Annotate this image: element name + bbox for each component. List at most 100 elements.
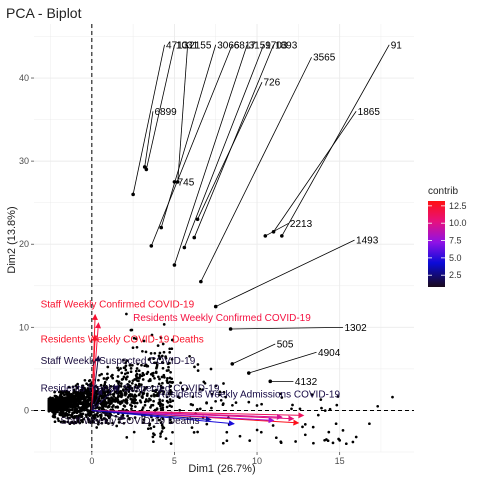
observation-point (83, 389, 87, 393)
observation-point (144, 350, 148, 354)
observation-point (81, 384, 85, 388)
observation-point (280, 396, 284, 399)
label-leader-line (177, 44, 189, 182)
observation-point (294, 440, 297, 443)
observation-point (122, 399, 125, 402)
observation-point (162, 373, 166, 377)
observation-point (109, 385, 113, 388)
observation-point (231, 403, 234, 407)
observation-point (149, 406, 152, 409)
observation-point (191, 403, 195, 407)
point-label: 3565 (313, 53, 336, 64)
observation-point (107, 405, 111, 408)
observation-point (140, 390, 143, 394)
observation-point (61, 391, 64, 395)
observation-point (76, 420, 80, 423)
observation-point (67, 413, 71, 417)
observation-point (141, 349, 144, 353)
observation-point (111, 421, 114, 425)
observation-point (81, 401, 84, 405)
observation-point (123, 372, 127, 376)
x-tick-label: 15 (335, 456, 345, 466)
observation-point (154, 370, 158, 374)
observation-point (310, 393, 314, 396)
observation-point (106, 372, 109, 376)
observation-point (153, 351, 157, 355)
observation-point (301, 425, 304, 429)
observation-point (158, 357, 162, 361)
observation-point (79, 407, 83, 411)
observation-point (169, 392, 173, 396)
observation-point (86, 404, 90, 408)
observation-point (125, 359, 129, 362)
labeled-point (149, 244, 154, 248)
observation-point (78, 402, 82, 406)
observation-point (141, 406, 145, 409)
observation-point (168, 380, 172, 384)
point-label: 1893 (275, 40, 298, 51)
observation-point (55, 410, 58, 414)
observation-point (303, 433, 307, 437)
observation-point (72, 410, 76, 414)
observation-point (116, 398, 120, 402)
observation-point (336, 395, 340, 398)
observation-point (150, 394, 153, 398)
observation-point (70, 412, 74, 416)
observation-point (168, 351, 172, 354)
point-label: 2213 (290, 219, 313, 230)
observation-point (166, 377, 169, 380)
observation-point (53, 390, 56, 394)
observation-point (169, 389, 172, 392)
observation-point (124, 386, 128, 390)
observation-point (117, 382, 120, 385)
observation-point (148, 397, 151, 401)
observation-point (85, 415, 88, 419)
observation-point (71, 406, 74, 410)
observation-point (159, 384, 163, 388)
observation-point (146, 392, 149, 396)
observation-point (76, 382, 79, 386)
point-label: 1865 (358, 107, 381, 118)
observation-point (331, 441, 335, 445)
observation-point (122, 375, 126, 379)
observation-point (214, 399, 217, 403)
observation-point (129, 328, 133, 332)
label-leader-line (145, 44, 175, 170)
observation-point (71, 415, 75, 419)
observation-point (218, 390, 222, 394)
point-label: 2155 (189, 40, 212, 51)
label-leader-line (200, 57, 312, 282)
observation-point (53, 420, 57, 424)
observation-point (303, 423, 307, 426)
observation-point (169, 400, 172, 404)
labeled-points (131, 165, 284, 384)
observation-point (157, 382, 161, 386)
observation-point (91, 414, 95, 418)
legend-tick-label: 7.5 (449, 236, 462, 246)
observation-point (143, 400, 147, 404)
observation-point (196, 430, 199, 434)
legend-ticks: 2.5 5.0 7.5 10.0 12.5 (428, 201, 467, 280)
observation-point (159, 432, 162, 435)
observation-point (169, 421, 173, 424)
observation-point (159, 402, 162, 405)
label-leader-line (132, 44, 165, 195)
point-label: 505 (277, 339, 294, 350)
observation-point (60, 413, 63, 417)
observation-point (327, 430, 331, 434)
label-leader-line (281, 44, 390, 237)
variable-arrow (91, 409, 126, 421)
observation-point (57, 404, 61, 408)
observation-point (125, 312, 128, 316)
variable-label: Residents Weekly Confirmed COVID-19 (133, 313, 311, 324)
observation-point (171, 380, 175, 384)
legend-tick-label: 2.5 (449, 270, 462, 280)
observation-point (110, 396, 113, 399)
observation-point (117, 421, 121, 424)
observation-point (278, 392, 282, 396)
observation-point (170, 377, 174, 381)
observation-point (201, 388, 204, 392)
observation-point (125, 401, 129, 405)
y-tick-label: 10 (19, 322, 29, 332)
observation-point (198, 407, 202, 411)
